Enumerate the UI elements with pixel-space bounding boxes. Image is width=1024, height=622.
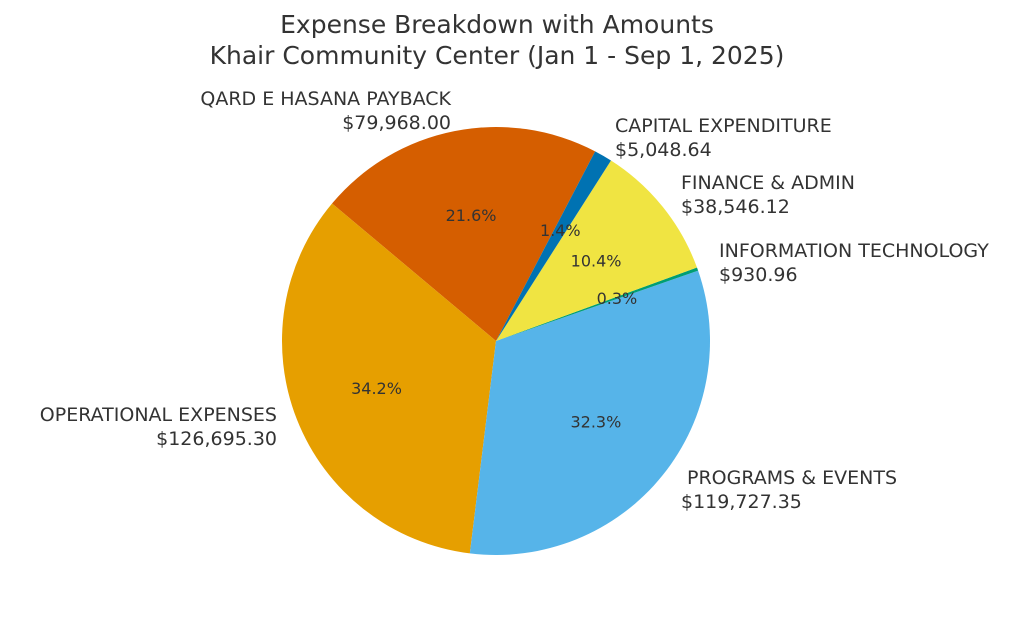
chart-title: Expense Breakdown with Amounts <box>280 10 714 39</box>
slice-amount-finance-admin: $38,546.12 <box>681 196 790 218</box>
chart-subtitle: Khair Community Center (Jan 1 - Sep 1, 2… <box>210 41 785 70</box>
percent-label-finance-admin: 10.4% <box>571 252 622 271</box>
percent-label-information-technology: 0.3% <box>597 289 638 308</box>
slice-amount-programs-events: $119,727.35 <box>681 491 802 513</box>
pie-slice-capital-expenditure <box>496 151 611 341</box>
pie-slice-information-technology <box>496 267 699 341</box>
slice-name-information-technology: INFORMATION TECHNOLOGY <box>719 240 989 262</box>
slice-name-programs-events: PROGRAMS & EVENTS <box>687 467 897 489</box>
pie-slice-qard-e-hasana-payback <box>332 127 596 341</box>
slice-amount-qard-e-hasana-payback: $79,968.00 <box>342 112 451 134</box>
percent-label-capital-expenditure: 1.4% <box>540 221 581 240</box>
percent-label-operational-expenses: 34.2% <box>351 379 402 398</box>
pie-labels: 21.6% QARD E HASANA PAYBACK$79,968.00 34.2… <box>40 88 989 513</box>
pie-slice-operational-expenses <box>281 203 496 554</box>
slice-amount-capital-expenditure: $5,048.64 <box>615 139 712 161</box>
slice-name-capital-expenditure: CAPITAL EXPENDITURE <box>615 115 832 137</box>
percent-label-programs-events: 32.3% <box>570 413 621 432</box>
percent-label-qard-e-hasana-payback: 21.6% <box>446 206 497 225</box>
slice-name-operational-expenses: OPERATIONAL EXPENSES <box>40 404 277 426</box>
slice-amount-operational-expenses: $126,695.30 <box>156 428 277 450</box>
slice-amount-information-technology: $930.96 <box>719 264 798 286</box>
slice-name-qard-e-hasana-payback: QARD E HASANA PAYBACK <box>200 88 451 110</box>
pie-slice-finance-admin <box>496 160 697 341</box>
pie-wedges <box>281 127 710 555</box>
pie-slice-programs-events <box>469 270 710 555</box>
slice-name-finance-admin: FINANCE & ADMIN <box>681 172 855 194</box>
